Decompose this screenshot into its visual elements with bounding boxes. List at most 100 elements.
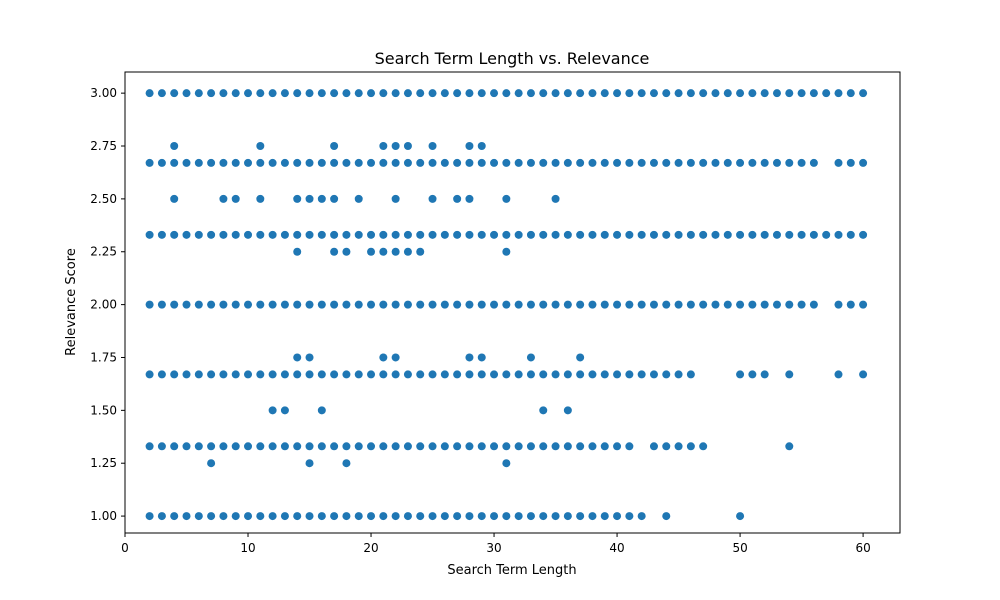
data-point	[563, 442, 572, 451]
data-point	[244, 158, 253, 167]
data-point	[477, 158, 486, 167]
data-point	[305, 158, 314, 167]
data-point	[563, 89, 572, 98]
data-point	[514, 230, 523, 239]
data-point	[293, 370, 302, 379]
data-point	[711, 158, 720, 167]
data-point	[367, 247, 376, 256]
data-point	[330, 300, 339, 309]
data-point	[440, 89, 449, 98]
data-point	[194, 89, 203, 98]
data-point	[293, 247, 302, 256]
data-point	[490, 89, 499, 98]
data-point	[330, 194, 339, 203]
data-point	[490, 158, 499, 167]
data-point	[625, 158, 634, 167]
data-point	[428, 442, 437, 451]
data-point	[465, 142, 474, 151]
data-point	[514, 300, 523, 309]
data-point	[256, 512, 265, 521]
y-tick-label: 3.00	[90, 86, 117, 100]
data-point	[465, 512, 474, 521]
data-point	[613, 89, 622, 98]
data-point	[170, 158, 179, 167]
data-point	[367, 158, 376, 167]
y-tick-label: 2.25	[90, 245, 117, 259]
data-point	[613, 300, 622, 309]
data-point	[674, 89, 683, 98]
data-point	[145, 300, 154, 309]
data-point	[539, 89, 548, 98]
data-point	[379, 300, 388, 309]
data-point	[317, 300, 326, 309]
data-point	[293, 353, 302, 362]
plot-frame	[124, 71, 901, 534]
data-point	[182, 370, 191, 379]
data-point	[662, 442, 671, 451]
data-point	[674, 300, 683, 309]
data-point	[514, 158, 523, 167]
data-point	[453, 512, 462, 521]
data-point	[785, 370, 794, 379]
data-point	[859, 300, 868, 309]
data-point	[563, 230, 572, 239]
data-point	[748, 89, 757, 98]
data-point	[317, 370, 326, 379]
data-point	[662, 300, 671, 309]
data-point	[330, 89, 339, 98]
data-point	[403, 512, 412, 521]
data-point	[551, 158, 560, 167]
data-point	[367, 370, 376, 379]
data-point	[428, 194, 437, 203]
data-point	[748, 230, 757, 239]
data-point	[772, 89, 781, 98]
data-point	[576, 512, 585, 521]
data-point	[342, 459, 351, 468]
data-point	[194, 158, 203, 167]
data-point	[219, 89, 228, 98]
data-point	[231, 442, 240, 451]
data-point	[613, 370, 622, 379]
y-tick-label: 1.25	[90, 456, 117, 470]
y-axis-label: Relevance Score	[64, 248, 79, 356]
data-point	[711, 230, 720, 239]
data-point	[822, 89, 831, 98]
data-point	[453, 194, 462, 203]
data-point	[637, 89, 646, 98]
data-point	[502, 194, 511, 203]
data-point	[145, 442, 154, 451]
data-point	[305, 459, 314, 468]
data-point	[219, 230, 228, 239]
data-point	[736, 370, 745, 379]
data-point	[465, 158, 474, 167]
data-point	[194, 230, 203, 239]
data-point	[477, 300, 486, 309]
data-point	[588, 370, 597, 379]
data-point	[354, 230, 363, 239]
data-point	[465, 89, 474, 98]
data-point	[453, 300, 462, 309]
data-point	[207, 89, 216, 98]
data-point	[772, 158, 781, 167]
data-point	[391, 158, 400, 167]
data-point	[305, 300, 314, 309]
data-point	[268, 406, 277, 415]
data-point	[403, 370, 412, 379]
data-point	[465, 353, 474, 362]
data-point	[330, 247, 339, 256]
data-point	[342, 230, 351, 239]
data-point	[145, 158, 154, 167]
data-point	[416, 247, 425, 256]
data-point	[637, 230, 646, 239]
data-point	[797, 158, 806, 167]
data-point	[539, 512, 548, 521]
data-point	[637, 158, 646, 167]
data-point	[588, 89, 597, 98]
data-point	[170, 442, 179, 451]
data-point	[785, 442, 794, 451]
data-point	[268, 512, 277, 521]
data-point	[772, 230, 781, 239]
data-point	[231, 158, 240, 167]
data-point	[760, 89, 769, 98]
data-point	[182, 89, 191, 98]
